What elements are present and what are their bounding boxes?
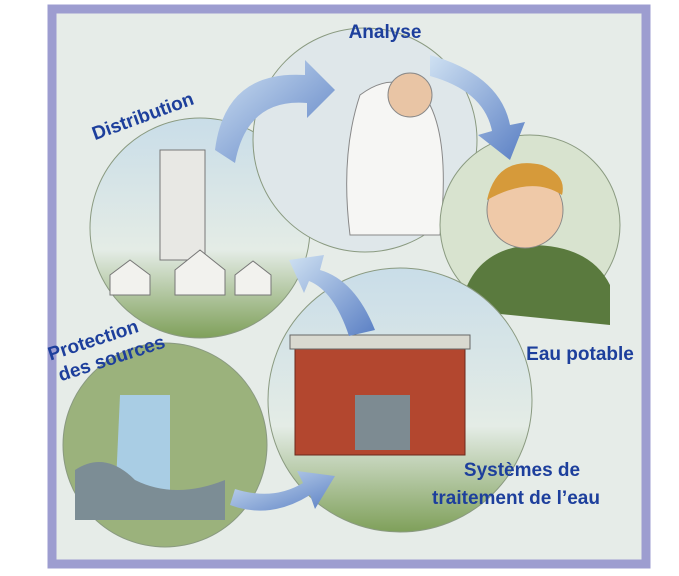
- arrow-analyse-eau: [430, 55, 525, 160]
- arrow-source-traitement: [230, 471, 335, 511]
- head: [387, 72, 433, 118]
- label-eau-potable: Eau potable: [526, 344, 634, 365]
- water-tower: [159, 149, 206, 261]
- rocks: [75, 462, 225, 520]
- houses: [109, 249, 272, 296]
- arrow-distribution-analyse: [215, 60, 335, 163]
- hair: [487, 163, 563, 200]
- entrance: [355, 395, 410, 450]
- label-analyse: Analyse: [349, 22, 422, 43]
- label-line: Systèmes de: [464, 460, 580, 481]
- arrow-traitement-analyse: [289, 255, 375, 336]
- shirt: [460, 245, 610, 325]
- roof: [289, 334, 471, 350]
- label-line: traitement de l’eau: [432, 488, 600, 509]
